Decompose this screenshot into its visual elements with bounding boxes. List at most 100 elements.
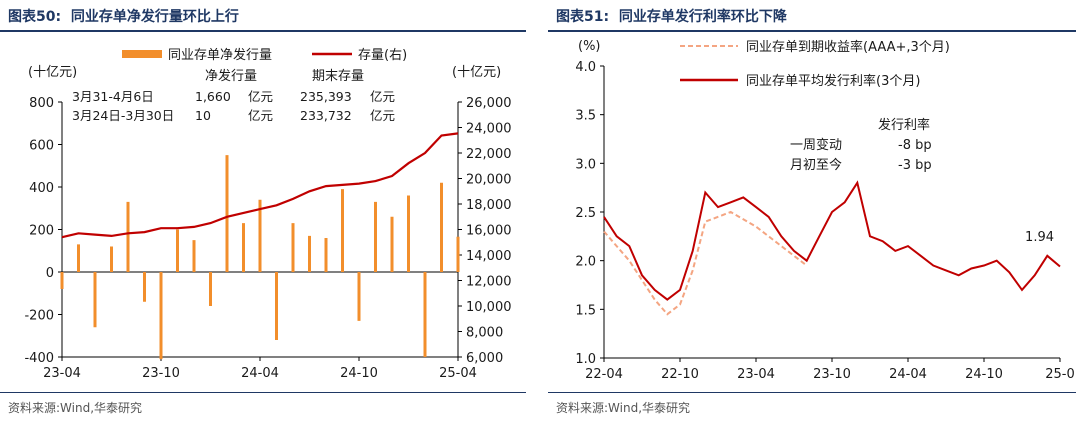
stock-line [61,132,459,239]
y-tick-label: 2.5 [575,206,596,221]
x-tick-label: 24-10 [965,367,1003,382]
net-issuance-bar [143,272,146,302]
left-chart-title: 图表50: 同业存单净发行量环比上行 [8,6,239,26]
x-tick-label: 22-10 [661,367,699,382]
y-right-tick-label: 8,000 [466,326,503,341]
y-right-tick-label: 18,000 [466,198,512,213]
x-tick-label: 24-04 [241,366,279,381]
left-title-text: 同业存单净发行量环比上行 [70,9,239,25]
y-right-tick-label: 22,000 [466,147,512,162]
legend-rate-label: 同业存单平均发行利率(3个月) [746,73,920,89]
left-chart-panel: 图表50: 同业存单净发行量环比上行 800 600 400 200 0 -200 -400… [0,0,530,423]
x-tick-label: 24-10 [340,366,378,381]
x-tick-label: 23-04 [43,366,81,381]
net-issuance-bar [390,216,394,272]
right-title-rule [548,30,1076,32]
x-tick-label: 22-04 [585,367,623,382]
net-issuance-bar [258,199,262,272]
annotation-row-label: 一周变动 [790,137,842,153]
net-issuance-bar [456,236,460,272]
net-issuance-bar [225,155,229,272]
table-row-end: 235,393 [300,89,352,104]
y-right-tick-label: 6,000 [466,351,503,366]
right-chart-svg: 4.0 3.5 3.0 2.5 2.0 1.5 1.0 (%) 22-04 22-10 23-04 2… [575,39,1075,382]
net-issuance-bar [110,246,113,272]
net-issuance-bar [60,272,64,289]
left-title-rule [0,30,526,32]
net-issuance-bar [357,272,361,321]
table-row-net-unit: 亿元 [248,89,273,104]
yield-line [603,210,808,316]
left-source: 资料来源:Wind,华泰研究 [8,401,143,415]
y-tick-label: 1.5 [575,303,596,318]
y-tick-label: 1.0 [575,352,596,367]
net-issuance-bar [93,272,97,328]
x-tick-label: 23-10 [813,367,851,382]
table-row-period: 3月31-4月6日 [72,89,154,104]
table-row-period: 3月24日-3月30日 [72,108,174,123]
y-right-tick-label: 20,000 [466,173,512,188]
net-issuance-bar [291,223,295,272]
y-right-tick-label: 24,000 [466,122,512,137]
legend-bar-label: 同业存单净发行量 [168,47,272,63]
last-value-label: 1.94 [1025,230,1054,245]
table-row-end-unit: 亿元 [370,89,395,104]
y-left-tick-label: 800 [29,96,54,111]
x-tick-label: 25-04 [439,366,477,381]
x-tick-label: 24-04 [889,367,927,382]
net-issuance-bar [275,272,278,340]
left-chart-svg: 800 600 400 200 0 -200 -400 26,000 24,000 22,000 2… [24,47,512,381]
y-right-tick-label: 26,000 [466,96,512,111]
net-issuance-bar [126,201,130,272]
right-chart-panel: 图表51: 同业存单发行利率环比下降 4.0 3.5 3.0 2.5 2.0 1.5 1.0… [548,0,1080,423]
table-row-net: 10 [195,108,211,123]
y-left-tick-label: -200 [24,309,54,324]
legend-bar-swatch [122,50,162,58]
table-header-net: 净发行量 [205,68,257,84]
right-title-text: 同业存单发行利率环比下降 [618,9,787,25]
y-right-tick-label: 14,000 [466,249,512,264]
net-issuance-bar [242,223,245,272]
y-left-tick-label: 200 [29,224,54,239]
left-figure-label: 图表50: [8,9,62,25]
annotation-row-value: -8 bp [898,138,932,153]
annotation-row-label: 月初至今 [790,157,842,173]
net-issuance-bar [192,240,196,272]
table-row-end: 233,732 [300,108,352,123]
y-right-tick-label: 16,000 [466,224,512,239]
x-tick-label: 25-0 [1045,367,1075,382]
issuance-rate-line [603,180,1061,301]
y-right-unit: (十亿元) [452,65,501,80]
right-figure-label: 图表51: [556,9,610,25]
y-tick-label: 4.0 [575,60,596,75]
y-left-tick-label: 400 [29,181,54,196]
right-bottom-rule [548,392,1076,393]
net-issuance-bar [308,235,311,272]
x-tick-label: 23-04 [737,367,775,382]
right-chart-title: 图表51: 同业存单发行利率环比下降 [556,6,787,26]
table-row-end-unit: 亿元 [370,108,395,123]
y-tick-label: 3.0 [575,157,596,172]
net-issuance-bar [407,195,410,272]
y-left-unit: (十亿元) [28,65,77,80]
net-issuance-bar [423,272,427,357]
legend-yield-label: 同业存单到期收益率(AAA+,3个月) [746,39,950,55]
net-issuance-bar [176,229,179,272]
y-left-tick-label: -400 [24,351,54,366]
annotation-header: 发行利率 [878,117,930,133]
y-tick-label: 3.5 [575,109,596,124]
right-source: 资料来源:Wind,华泰研究 [556,401,691,415]
table-row-net-unit: 亿元 [248,108,273,123]
net-issuance-bar [209,272,212,306]
net-issuance-bar [77,244,80,272]
y-left-tick-label: 0 [46,266,54,281]
net-issuance-bar [374,201,377,272]
y-unit: (%) [578,39,601,54]
y-right-tick-label: 12,000 [466,275,512,290]
net-issuance-bar [341,189,344,272]
left-bottom-rule [0,392,526,393]
x-tick-label: 23-10 [142,366,180,381]
net-issuance-bar [440,182,443,272]
net-issuance-bar [159,272,163,360]
net-issuance-bar [324,238,328,272]
